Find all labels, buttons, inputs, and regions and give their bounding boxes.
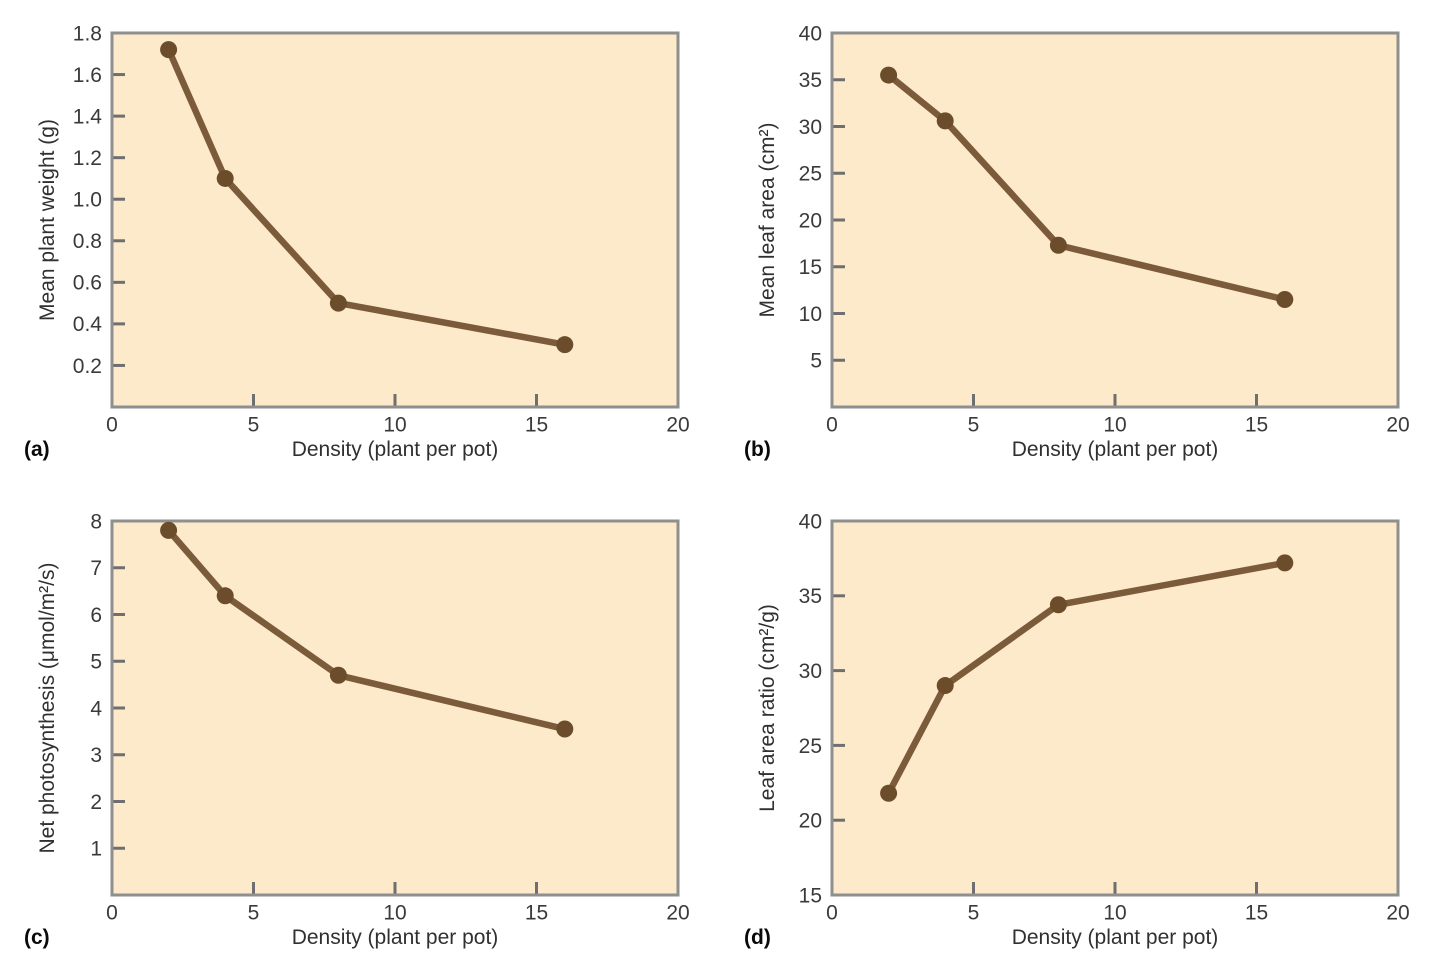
data-line — [885, 71, 1289, 303]
y-tick-label: 1 — [90, 838, 102, 861]
y-tick-label: 0.4 — [73, 313, 103, 336]
y-tick-label: 20 — [799, 209, 822, 232]
data-line — [165, 46, 569, 348]
y-tick-label: 25 — [799, 735, 822, 758]
x-tick-label: 15 — [525, 413, 548, 436]
data-point — [216, 169, 234, 187]
x-tick-label: 15 — [1245, 901, 1268, 924]
data-point — [880, 784, 898, 802]
data-point — [1276, 554, 1294, 572]
y-axis-title: Mean leaf area (cm²) — [756, 122, 779, 318]
x-axis-title: Density (plant per pot) — [1011, 438, 1219, 461]
data-line — [885, 559, 1289, 797]
data-point — [556, 336, 574, 354]
plot-background — [110, 31, 680, 409]
y-tick-label: 1.4 — [73, 105, 103, 128]
y-tick-label: 1.0 — [73, 189, 102, 212]
y-tick-label: 15 — [799, 256, 822, 279]
y-tick-label: 0.6 — [73, 272, 102, 295]
y-tick-label: 5 — [810, 350, 822, 373]
y-tick-label: 6 — [90, 604, 102, 627]
data-point — [880, 66, 898, 84]
data-point — [1049, 236, 1067, 254]
y-tick-label: 8 — [90, 510, 102, 533]
y-tick-label: 35 — [799, 585, 822, 608]
x-tick-label: 15 — [1245, 413, 1268, 436]
data-point — [1276, 290, 1294, 308]
y-tick-label: 35 — [799, 69, 822, 92]
panel-letter: (c) — [24, 926, 50, 949]
y-tick-label: 1.8 — [73, 22, 102, 45]
y-tick-label: 4 — [90, 697, 102, 720]
data-point — [1049, 596, 1067, 614]
plot-background — [830, 31, 1400, 409]
x-tick-label: 20 — [666, 413, 689, 436]
y-tick-label: 5 — [90, 651, 102, 674]
y-tick-label: 20 — [799, 810, 822, 833]
x-tick-label: 0 — [826, 413, 838, 436]
y-axis-title: Net photosynthesis (μmol/m²/s) — [36, 562, 59, 854]
x-tick-label: 5 — [968, 413, 980, 436]
x-tick-label: 5 — [248, 413, 260, 436]
y-tick-label: 0.2 — [73, 355, 102, 378]
plot-area-c: 0 5 10 15 20 1 2 3 4 5 6 7 8 — [90, 510, 689, 924]
x-tick-label: 0 — [106, 901, 118, 924]
plot-area-a: 0 5 10 15 20 0.2 0.4 0.6 0.8 1.0 1.2 1.4 1.6 1.8 — [73, 22, 690, 436]
panel-a: 0 5 10 15 20 0.2 0.4 0.6 0.8 1.0 1.2 1.4 1.6 1.8 Mean… — [0, 0, 720, 488]
data-point — [329, 666, 347, 684]
plot-area-b: 0 5 10 15 20 5 10 15 20 25 30 35 40 — [799, 22, 1410, 436]
x-axis-title: Density (plant per pot) — [291, 926, 499, 949]
y-axis-title: Leaf area ratio (cm²/g) — [756, 604, 779, 812]
panel-letter: (a) — [24, 438, 50, 461]
x-tick-label: 20 — [1386, 413, 1409, 436]
data-point — [556, 720, 574, 738]
y-tick-label: 40 — [799, 510, 822, 533]
y-tick-label: 30 — [799, 116, 822, 139]
y-tick-label: 1.6 — [73, 64, 102, 87]
y-tick-label: 7 — [90, 557, 102, 580]
data-point — [936, 112, 954, 130]
y-tick-label: 2 — [90, 791, 102, 814]
x-tick-label: 20 — [1386, 901, 1409, 924]
x-tick-label: 20 — [666, 901, 689, 924]
x-tick-label: 10 — [383, 901, 406, 924]
y-tick-label: 25 — [799, 163, 822, 186]
panel-letter: (b) — [744, 438, 771, 461]
data-point — [160, 521, 178, 539]
x-tick-label: 5 — [968, 901, 980, 924]
panel-b: 0 5 10 15 20 5 10 15 20 25 30 35 40 Mean leaf area (… — [720, 0, 1440, 488]
data-point — [329, 294, 347, 312]
x-tick-label: 5 — [248, 901, 260, 924]
y-tick-label: 0.8 — [73, 230, 102, 253]
data-point — [216, 587, 234, 605]
y-tick-label: 10 — [799, 303, 822, 326]
x-tick-label: 10 — [383, 413, 406, 436]
x-tick-label: 15 — [525, 901, 548, 924]
data-point — [160, 41, 178, 59]
x-axis-title: Density (plant per pot) — [1011, 926, 1219, 949]
x-axis-title: Density (plant per pot) — [291, 438, 499, 461]
panel-c: 0 5 10 15 20 1 2 3 4 5 6 7 8 Net photosynthesis (μmo… — [0, 488, 720, 976]
x-tick-label: 10 — [1103, 413, 1126, 436]
y-tick-label: 3 — [90, 744, 102, 767]
plot-background — [110, 519, 680, 897]
y-tick-label: 40 — [799, 22, 822, 45]
plot-background — [830, 519, 1400, 897]
plot-area-d: 0 5 10 15 20 15 20 25 30 35 40 — [799, 510, 1410, 924]
panel-d: 0 5 10 15 20 15 20 25 30 35 40 Leaf area ratio (cm… — [720, 488, 1440, 976]
y-axis-title: Mean plant weight (g) — [36, 119, 59, 321]
x-tick-label: 10 — [1103, 901, 1126, 924]
y-tick-label: 1.2 — [73, 147, 102, 170]
x-tick-label: 0 — [106, 413, 118, 436]
data-line — [165, 527, 569, 733]
y-tick-label: 15 — [799, 884, 822, 907]
data-point — [936, 677, 954, 695]
y-tick-label: 30 — [799, 660, 822, 683]
panel-letter: (d) — [744, 926, 771, 949]
x-tick-label: 0 — [826, 901, 838, 924]
